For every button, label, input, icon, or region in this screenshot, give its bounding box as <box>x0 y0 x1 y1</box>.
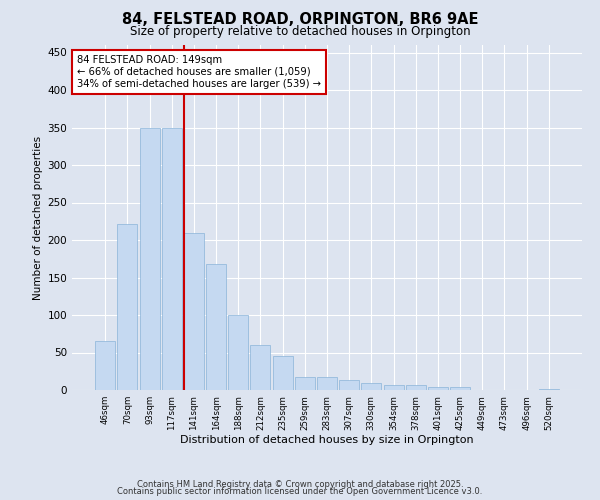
Text: 84, FELSTEAD ROAD, ORPINGTON, BR6 9AE: 84, FELSTEAD ROAD, ORPINGTON, BR6 9AE <box>122 12 478 28</box>
Bar <box>317 376 337 390</box>
Bar <box>184 232 204 390</box>
Bar <box>250 345 271 390</box>
Bar <box>428 387 448 390</box>
Bar <box>206 264 226 390</box>
Bar <box>162 128 182 390</box>
Bar <box>406 385 426 390</box>
Bar <box>272 356 293 390</box>
Bar <box>361 383 382 390</box>
Text: 84 FELSTEAD ROAD: 149sqm
← 66% of detached houses are smaller (1,059)
34% of sem: 84 FELSTEAD ROAD: 149sqm ← 66% of detach… <box>77 56 321 88</box>
Bar <box>228 315 248 390</box>
Bar <box>295 376 315 390</box>
Text: Contains HM Land Registry data © Crown copyright and database right 2025.: Contains HM Land Registry data © Crown c… <box>137 480 463 489</box>
Bar <box>450 387 470 390</box>
Bar <box>118 224 137 390</box>
Text: Contains public sector information licensed under the Open Government Licence v3: Contains public sector information licen… <box>118 488 482 496</box>
Text: Size of property relative to detached houses in Orpington: Size of property relative to detached ho… <box>130 25 470 38</box>
Y-axis label: Number of detached properties: Number of detached properties <box>33 136 43 300</box>
Bar <box>383 385 404 390</box>
X-axis label: Distribution of detached houses by size in Orpington: Distribution of detached houses by size … <box>180 436 474 446</box>
Bar <box>140 128 160 390</box>
Bar <box>539 388 559 390</box>
Bar <box>95 341 115 390</box>
Bar <box>339 380 359 390</box>
